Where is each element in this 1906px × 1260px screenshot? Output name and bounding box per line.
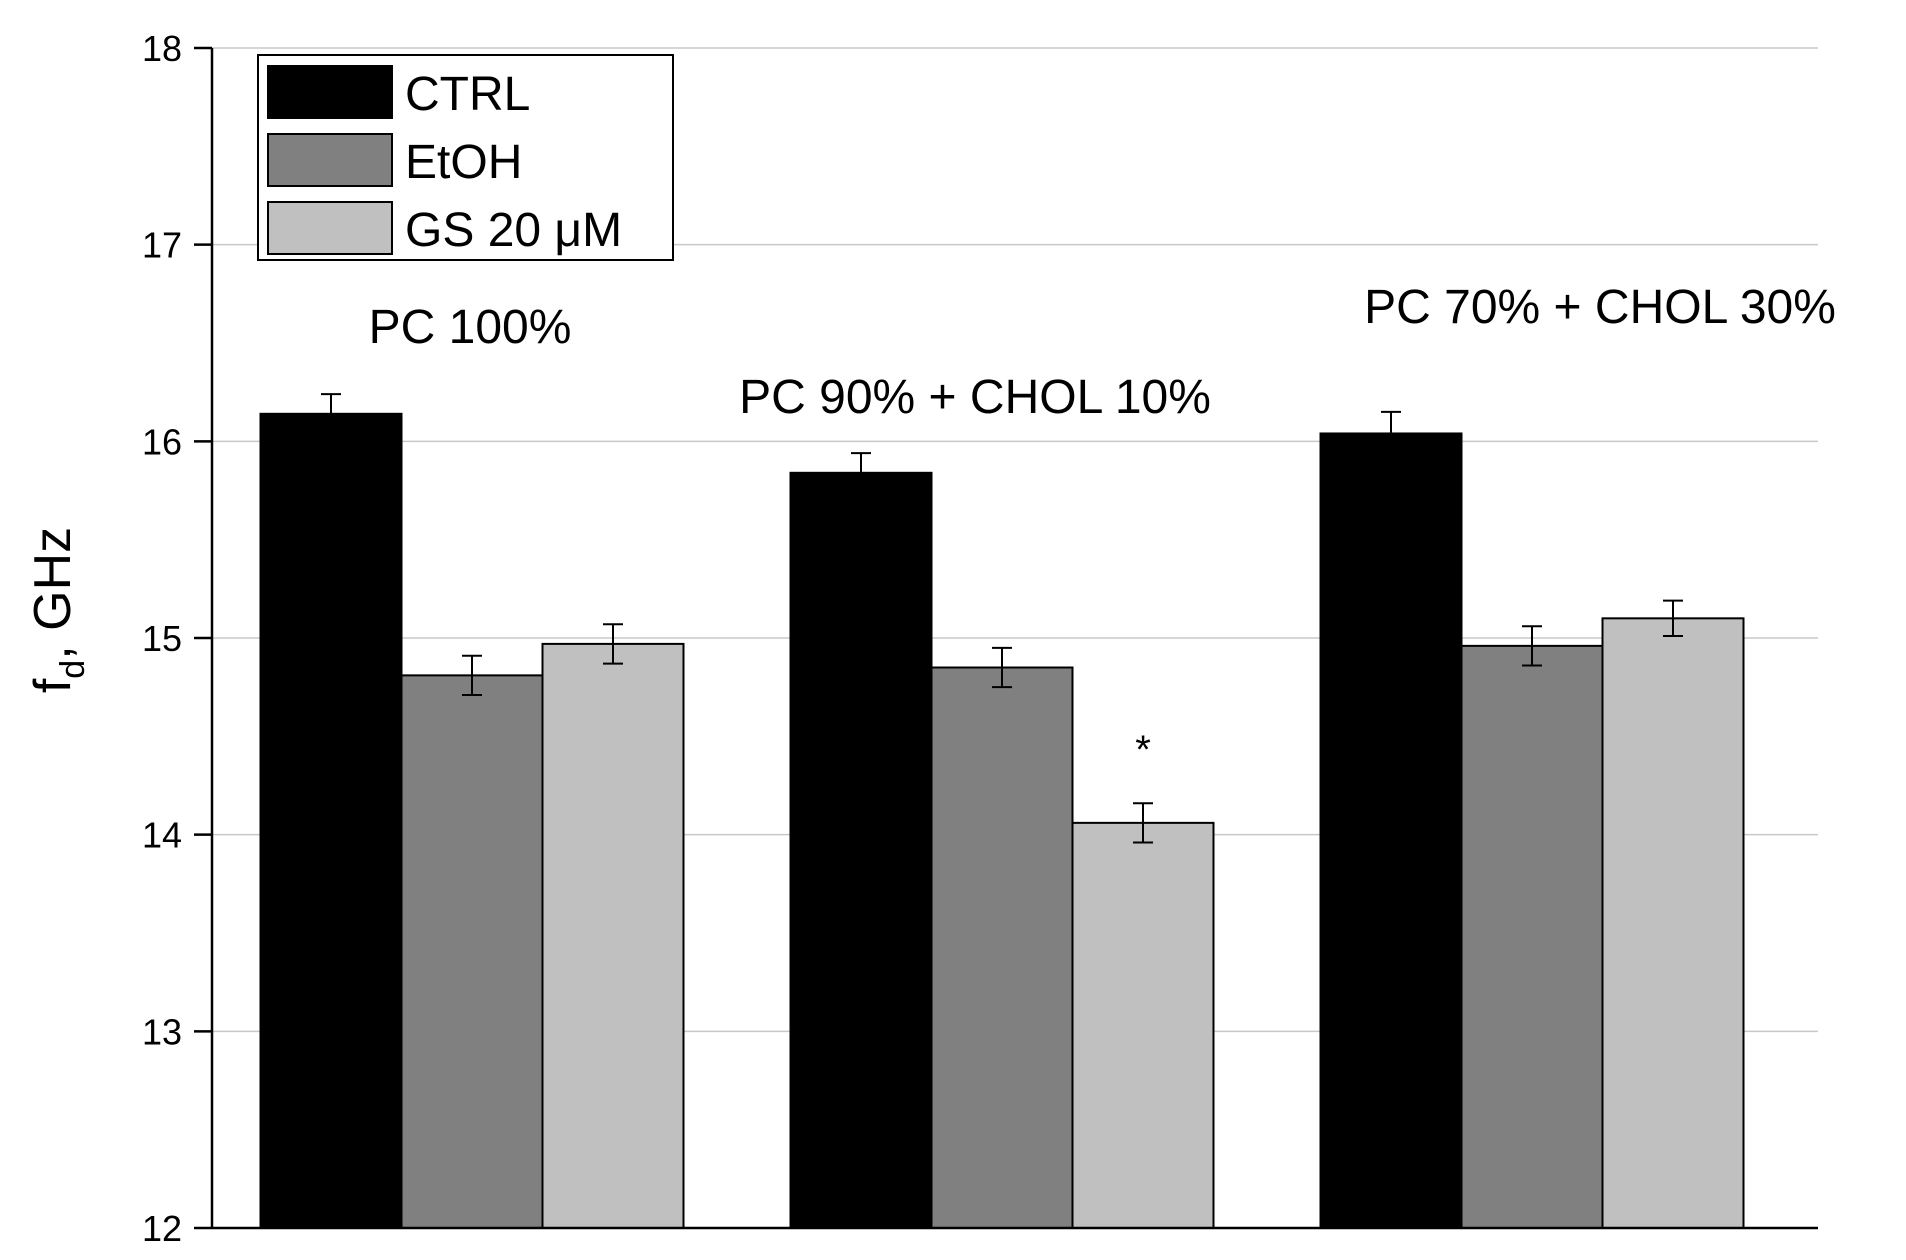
significance-marker: *: [1135, 728, 1151, 772]
bars-layer: [259, 393, 1745, 1229]
legend: CTRL EtOH GS 20 μM: [257, 54, 674, 261]
legend-label: GS 20 μM: [405, 204, 622, 257]
legend-label: CTRL: [405, 68, 530, 121]
y-tick-label: 15: [142, 618, 182, 659]
category-label: PC 100%: [369, 301, 572, 354]
y-tick-label: 16: [142, 421, 182, 462]
y-tick-label: 12: [142, 1208, 182, 1249]
y-tick-label: 13: [142, 1011, 182, 1052]
bar: [930, 666, 1074, 1229]
bar: [259, 412, 403, 1229]
bar: [789, 471, 933, 1229]
y-axis-title-symbol: f: [24, 678, 82, 693]
labels-layer: * 12 13 14 15 16 17 18 PC 100% PC 90% + CHOL 10% P…: [142, 28, 1836, 1249]
y-axis-title: fd, GHz: [24, 527, 92, 693]
category-label: PC 70% + CHOL 30%: [1364, 281, 1836, 334]
y-tick-label: 17: [142, 225, 182, 266]
bar: [1319, 432, 1463, 1229]
legend-swatch: [267, 133, 393, 187]
legend-swatch: [267, 65, 393, 119]
y-tick-label: 14: [142, 815, 182, 856]
bar: [400, 674, 544, 1229]
bar: [541, 642, 685, 1229]
bar: [1460, 644, 1604, 1229]
bar: [1601, 617, 1745, 1229]
legend-label: EtOH: [405, 136, 522, 189]
axis-layer: [194, 46, 1818, 1230]
y-axis-title-unit: , GHz: [24, 527, 82, 660]
bar: [1071, 821, 1215, 1229]
category-label: PC 90% + CHOL 10%: [739, 371, 1211, 424]
y-tick-label: 18: [142, 28, 182, 69]
legend-swatch: [267, 201, 393, 255]
y-axis-title-subscript: d: [54, 660, 92, 679]
